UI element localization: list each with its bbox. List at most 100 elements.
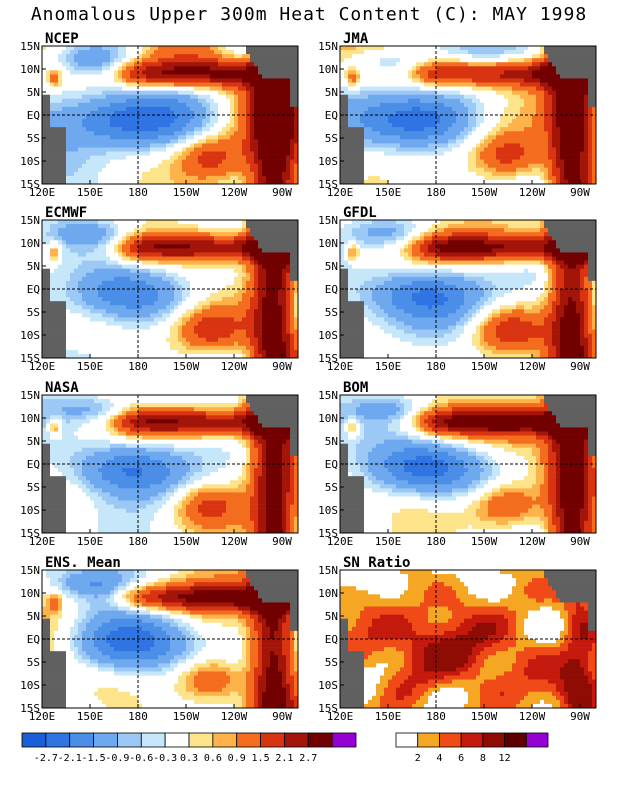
heatmap-cell (588, 163, 593, 169)
heatmap-cell (262, 175, 267, 181)
heatmap-cell (416, 94, 421, 100)
heatmap-cell (436, 143, 441, 148)
heatmap-cell (174, 46, 179, 51)
heatmap-cell (198, 228, 203, 233)
heatmap-cell (384, 82, 389, 87)
heatmap-cell (492, 175, 497, 181)
heatmap-cell (210, 74, 215, 79)
heatmap-cell (254, 228, 259, 233)
heatmap-cell (552, 119, 557, 124)
heatmap-cell (456, 54, 461, 59)
heatmap-cell (484, 171, 489, 177)
heatmap-cell (102, 127, 107, 132)
heatmap-cell (480, 102, 485, 108)
heatmap-cell (110, 90, 115, 96)
heatmap-cell (154, 102, 159, 108)
heatmap-cell (588, 115, 593, 120)
heatmap-cell (190, 50, 195, 55)
heatmap-cell (174, 232, 179, 237)
heatmap-cell (138, 159, 143, 165)
heatmap-cell (78, 78, 83, 83)
heatmap-cell (576, 86, 581, 91)
heatmap-cell (110, 86, 115, 91)
heatmap-cell (146, 131, 151, 136)
heatmap-cell (564, 143, 569, 148)
heatmap-cell (70, 155, 75, 160)
heatmap-cell (194, 110, 199, 116)
heatmap-cell (86, 50, 91, 55)
heatmap-cell (464, 94, 469, 100)
heatmap-cell (512, 98, 517, 104)
heatmap-cell (416, 90, 421, 96)
heatmap-cell (238, 224, 243, 229)
heatmap-cell (472, 143, 477, 148)
heatmap-cell (356, 155, 361, 160)
heatmap-cell (150, 175, 155, 181)
heatmap-cell (218, 46, 223, 51)
heatmap-cell (572, 58, 577, 63)
heatmap-cell (178, 66, 183, 71)
heatmap-cell (166, 220, 171, 225)
heatmap-cell (178, 179, 183, 185)
heatmap-cell (400, 115, 405, 120)
heatmap-cell (520, 54, 525, 59)
heatmap-cell (234, 86, 239, 91)
heatmap-cell (114, 74, 119, 79)
heatmap-cell (368, 94, 373, 100)
heatmap-cell (480, 98, 485, 104)
heatmap-cell (134, 54, 139, 59)
heatmap-cell (226, 135, 231, 140)
heatmap-cell (138, 58, 143, 63)
heatmap-cell (162, 236, 167, 241)
heatmap-cell (468, 98, 473, 104)
heatmap-cell (130, 167, 135, 173)
heatmap-cell (70, 50, 75, 55)
heatmap-cell (440, 78, 445, 83)
heatmap-cell (520, 86, 525, 91)
heatmap-cell (516, 123, 521, 128)
heatmap-cell (572, 131, 577, 136)
heatmap-cell (480, 175, 485, 181)
heatmap-cell (154, 151, 159, 156)
heatmap-cell (118, 167, 123, 173)
heatmap-cell (356, 110, 361, 116)
heatmap-cell (556, 119, 561, 124)
heatmap-cell (202, 143, 207, 148)
heatmap-cell (468, 151, 473, 156)
heatmap-cell (94, 244, 99, 249)
heatmap-cell (572, 98, 577, 104)
heatmap-cell (142, 119, 147, 124)
heatmap-cell (270, 139, 275, 144)
heatmap-cell (548, 171, 553, 177)
heatmap-cell (428, 127, 433, 132)
heatmap-cell (444, 62, 449, 67)
heatmap-cell (504, 131, 509, 136)
heatmap-cell (90, 86, 95, 91)
heatmap-cell (118, 224, 123, 229)
heatmap-cell (190, 106, 195, 112)
heatmap-cell (376, 90, 381, 96)
heatmap-cell (234, 119, 239, 124)
heatmap-cell (230, 86, 235, 91)
heatmap-cell (380, 123, 385, 128)
heatmap-cell (154, 179, 159, 185)
heatmap-cell (564, 66, 569, 71)
heatmap-cell (372, 58, 377, 63)
heatmap-cell (368, 86, 373, 91)
heatmap-cell (552, 46, 557, 51)
heatmap-cell (496, 139, 501, 144)
heatmap-cell (98, 143, 103, 148)
heatmap-cell (158, 131, 163, 136)
heatmap-cell (484, 147, 489, 152)
heatmap-cell (262, 46, 267, 51)
heatmap-cell (114, 175, 119, 181)
heatmap-cell (528, 54, 533, 59)
heatmap-cell (282, 82, 287, 87)
heatmap-cell (82, 151, 87, 156)
heatmap-cell (436, 110, 441, 116)
heatmap-cell (388, 94, 393, 100)
heatmap-cell (468, 102, 473, 108)
heatmap-cell (98, 135, 103, 140)
y-tick-label: 15N (20, 40, 40, 53)
heatmap-cell (214, 171, 219, 177)
